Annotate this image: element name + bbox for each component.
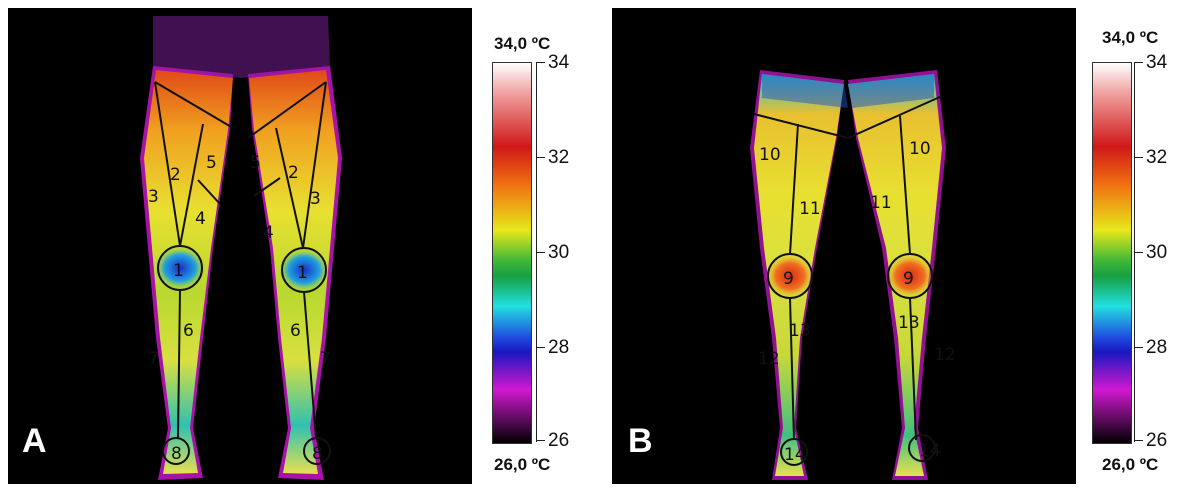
scale-ticks xyxy=(536,62,547,442)
tick-label: 30 xyxy=(548,242,570,263)
region-label: 2 xyxy=(288,163,299,183)
region-label: 3 xyxy=(148,187,159,207)
region-label: 4 xyxy=(263,223,274,243)
scale-ticks xyxy=(1134,62,1145,442)
region-label: 11 xyxy=(870,193,892,213)
region-label: 4 xyxy=(195,209,206,229)
tick-label: 26 xyxy=(548,430,570,451)
region-label: 9 xyxy=(903,269,914,289)
tick-label: 32 xyxy=(1146,147,1168,168)
scale-min-label: 26,0 ºC xyxy=(1102,455,1159,474)
tick-label: 28 xyxy=(1146,337,1168,358)
temperature-scale-a: 34,0 ºC 34 32 30 28 26 26,0 ºC xyxy=(480,0,620,491)
tick-label: 30 xyxy=(1146,242,1168,263)
region-label: 14 xyxy=(784,445,806,465)
region-label: 9 xyxy=(783,269,794,289)
region-label: 2 xyxy=(170,165,181,185)
region-label: 12 xyxy=(758,349,780,369)
thermogram-a: 1 2 3 4 5 5 2 3 4 1 6 7 6 7 8 8 A xyxy=(8,8,472,484)
region-label: 13 xyxy=(898,313,920,333)
legs-back-image: 10 10 11 11 9 9 13 13 12 12 14 14 xyxy=(750,70,956,480)
region-label: 13 xyxy=(789,321,811,341)
panel-letter-a: A xyxy=(22,422,47,460)
scale-max-label: 34,0 ºC xyxy=(494,34,551,53)
tick-label: 32 xyxy=(548,147,570,168)
region-label: 10 xyxy=(909,139,931,159)
panel-letter-b: B xyxy=(628,422,653,460)
tick-label: 26 xyxy=(1146,430,1168,451)
colorbar xyxy=(492,62,532,444)
scale-max-label: 34,0 ºC xyxy=(1102,28,1159,47)
thermogram-b: 10 10 11 11 9 9 13 13 12 12 14 14 B xyxy=(612,8,1076,484)
tick-label: 28 xyxy=(548,337,570,358)
legs-front-image: 1 2 3 4 5 5 2 3 4 1 6 7 6 7 8 8 xyxy=(140,16,342,480)
region-label: 3 xyxy=(310,189,321,209)
region-label: 6 xyxy=(183,321,194,341)
region-label: 1 xyxy=(173,261,184,281)
region-label: 1 xyxy=(297,263,308,283)
region-label: 12 xyxy=(934,345,956,365)
region-label: 8 xyxy=(171,444,182,464)
region-label: 8 xyxy=(312,444,323,464)
region-label: 7 xyxy=(148,349,159,369)
colorbar xyxy=(1092,62,1132,444)
tick-label: 34 xyxy=(548,52,570,73)
temperature-scale-b: 34,0 ºC 34 32 30 28 26 26,0 ºC xyxy=(1084,0,1188,491)
scale-min-label: 26,0 ºC xyxy=(494,455,551,474)
region-label: 10 xyxy=(759,145,781,165)
region-label: 14 xyxy=(919,441,941,461)
tick-label: 34 xyxy=(1146,52,1168,73)
region-label: 6 xyxy=(290,321,301,341)
region-label: 5 xyxy=(250,153,261,173)
region-label: 7 xyxy=(320,349,331,369)
region-label: 11 xyxy=(799,199,821,219)
region-label: 5 xyxy=(206,153,217,173)
